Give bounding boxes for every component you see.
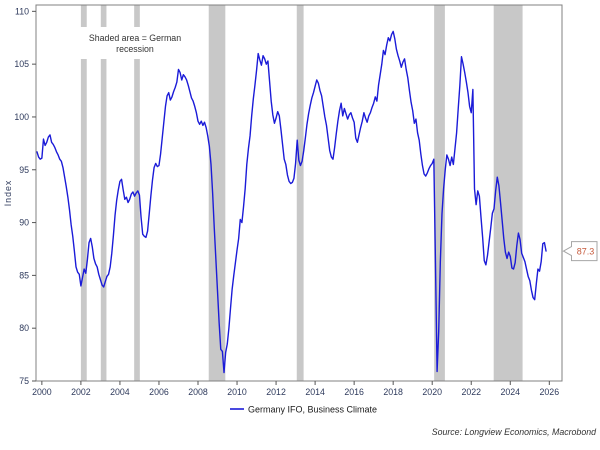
- last-value-callout: 87.3: [562, 241, 598, 262]
- y-tick-label: 90: [19, 218, 29, 228]
- x-tick-label: 2024: [500, 387, 520, 397]
- x-tick-label: 2016: [344, 387, 364, 397]
- recession-band: [434, 5, 445, 381]
- y-axis: 75 80 85 90 95 100 105 110: [14, 6, 36, 386]
- recession-bands: [80, 5, 523, 381]
- x-tick-label: 2026: [540, 387, 560, 397]
- annotation-line-2: recession: [116, 44, 154, 54]
- last-value-text: 87.3: [577, 246, 595, 256]
- x-tick-label: 2010: [227, 387, 247, 397]
- recession-band: [208, 5, 226, 381]
- y-tick-label: 100: [14, 112, 29, 122]
- plot-frame: [35, 4, 563, 382]
- callout-shape: [562, 241, 598, 262]
- legend: Germany IFO, Business Climate: [230, 405, 377, 415]
- legend-label: Germany IFO, Business Climate: [248, 405, 377, 415]
- y-axis-title: Index: [3, 180, 13, 207]
- recession-band: [493, 5, 523, 381]
- x-tick-label: 2002: [71, 387, 91, 397]
- annotation-line-1: Shaded area = German: [89, 33, 181, 43]
- y-tick-label: 80: [19, 323, 29, 333]
- x-axis: 2000 2002 2004 2006 2008 2010 2012 2014 2016 2018…: [32, 381, 559, 397]
- x-tick-label: 2000: [32, 387, 52, 397]
- y-tick-label: 105: [14, 59, 29, 69]
- y-tick-label: 110: [15, 6, 29, 16]
- x-tick-label: 2020: [422, 387, 442, 397]
- recession-band: [80, 5, 87, 381]
- ifo-line-series: [36, 30, 547, 374]
- y-tick-label: 85: [19, 270, 29, 280]
- y-tick-label: 95: [19, 165, 29, 175]
- x-tick-label: 2004: [110, 387, 130, 397]
- y-tick-label: 75: [19, 376, 29, 386]
- x-tick-label: 2012: [266, 387, 286, 397]
- annotation-background: [78, 27, 191, 59]
- x-tick-label: 2008: [188, 387, 208, 397]
- recession-band: [100, 5, 107, 381]
- source-text: Source: Longview Economics, Macrobond: [432, 427, 597, 437]
- x-tick-label: 2018: [383, 387, 403, 397]
- x-tick-label: 2014: [305, 387, 325, 397]
- recession-band: [296, 5, 304, 381]
- x-tick-label: 2006: [149, 387, 169, 397]
- x-tick-label: 2022: [461, 387, 481, 397]
